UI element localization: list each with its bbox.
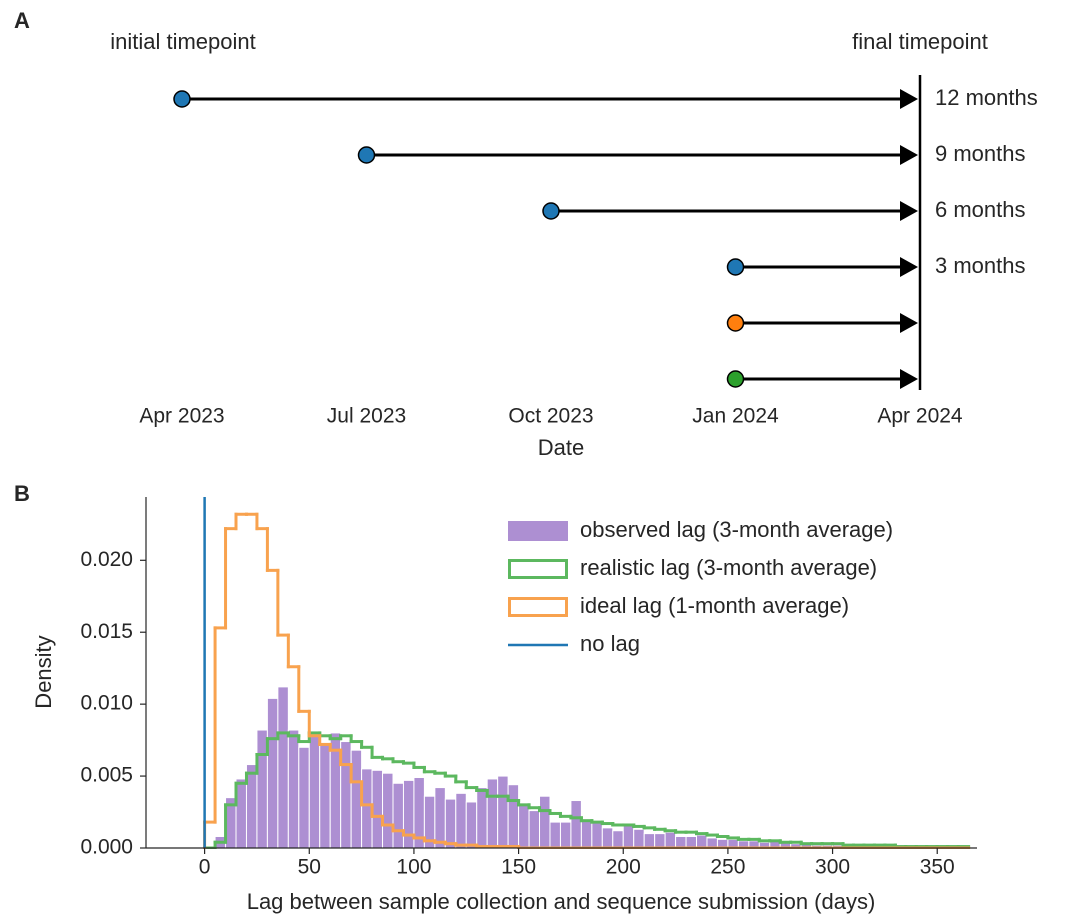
histogram-bar — [507, 784, 520, 849]
histogram-bar — [266, 697, 279, 849]
histogram-bar — [444, 798, 457, 849]
x-tick-label: Apr 2023 — [139, 405, 224, 428]
histogram-bar — [340, 741, 352, 849]
histogram-bar — [570, 800, 582, 849]
histogram-bar — [601, 827, 614, 849]
histogram-bar — [706, 837, 718, 849]
arrow-head — [900, 145, 918, 165]
y-axis-label: Density — [31, 635, 56, 708]
histogram-bar — [591, 821, 603, 849]
histogram-bar — [549, 821, 561, 849]
x-tick-label: Oct 2023 — [508, 405, 593, 428]
start-point — [173, 90, 191, 108]
duration-label: 6 months — [935, 197, 1026, 222]
histogram-bar — [256, 729, 268, 849]
x-tick-label: Jan 2024 — [692, 405, 779, 428]
x-tick-label: 300 — [815, 856, 850, 879]
legend-swatch — [508, 597, 568, 617]
start-point — [726, 370, 745, 388]
start-label: initial timepoint — [110, 29, 256, 54]
x-tick-label: 50 — [298, 856, 321, 879]
histogram-bar — [455, 792, 467, 849]
x-tick-label: 250 — [710, 856, 745, 879]
arrow-head — [900, 369, 918, 389]
duration-label: 12 months — [935, 85, 1038, 110]
histogram-bar — [580, 818, 593, 849]
histogram-bar — [308, 735, 321, 849]
legend-label: no lag — [580, 631, 640, 656]
end-label: final timepoint — [852, 29, 988, 54]
x-tick-label: Jul 2023 — [327, 405, 406, 428]
x-tick-label: Apr 2024 — [877, 405, 963, 428]
histogram-bar — [633, 828, 645, 849]
histogram-bar — [486, 778, 499, 849]
start-point — [542, 202, 560, 220]
duration-label: 9 months — [935, 141, 1026, 166]
x-tick-label: 200 — [606, 856, 641, 879]
histogram-bar — [277, 686, 289, 849]
histogram-bar — [350, 749, 363, 849]
histogram-bar — [382, 772, 394, 849]
histogram-bar — [675, 835, 687, 849]
x-axis-label: Lag between sample collection and sequen… — [247, 889, 876, 914]
histogram-bar — [392, 782, 404, 849]
histogram-bar — [518, 804, 530, 849]
x-tick-label: 350 — [920, 856, 955, 879]
start-point — [726, 258, 745, 276]
y-tick-label: 0.005 — [80, 764, 133, 787]
panel-letter: B — [14, 481, 30, 506]
start-point — [357, 146, 376, 164]
x-axis-label: Date — [538, 435, 584, 460]
duration-label: 3 months — [935, 253, 1026, 278]
histogram-bar — [235, 778, 247, 849]
histogram-bar — [245, 764, 258, 849]
y-tick-label: 0.020 — [80, 548, 133, 571]
start-point — [726, 314, 745, 332]
arrow-head — [900, 89, 918, 109]
y-tick-label: 0.015 — [80, 620, 133, 643]
y-tick-label: 0.000 — [80, 836, 133, 859]
histogram-bar — [696, 834, 708, 849]
histogram-bar — [654, 833, 666, 849]
legend-label: realistic lag (3-month average) — [580, 555, 877, 580]
histogram-bar — [371, 769, 384, 849]
histogram-bar — [319, 743, 331, 849]
histogram-bar — [465, 801, 478, 849]
legend-label: ideal lag (1-month average) — [580, 593, 849, 618]
histogram-bar — [622, 824, 635, 849]
histogram-bar — [664, 831, 677, 849]
histogram-bar — [476, 787, 488, 849]
arrow-head — [900, 313, 918, 333]
x-tick-label: 100 — [396, 856, 431, 879]
legend-swatch — [508, 521, 568, 541]
x-tick-label: 0 — [199, 856, 211, 879]
y-tick-label: 0.010 — [80, 692, 133, 715]
histogram-bar — [539, 795, 551, 849]
plot-area — [203, 497, 971, 849]
histogram-bar — [528, 810, 541, 849]
histogram-bar — [298, 746, 310, 849]
arrow-head — [900, 201, 918, 221]
histogram-bar — [643, 833, 656, 849]
histogram-bar — [612, 830, 624, 849]
histogram-bar — [685, 835, 698, 849]
histogram-bar — [402, 779, 415, 849]
legend-label: observed lag (3-month average) — [580, 517, 893, 542]
legend-swatch — [508, 559, 568, 579]
histogram-bar — [497, 775, 509, 849]
panel-letter: A — [14, 8, 30, 33]
histogram-bar — [361, 768, 373, 849]
arrow-head — [900, 257, 918, 277]
histogram-bar — [287, 729, 300, 849]
histogram-bar — [434, 787, 446, 849]
x-tick-label: 150 — [501, 856, 536, 879]
histogram-bar — [559, 821, 572, 849]
